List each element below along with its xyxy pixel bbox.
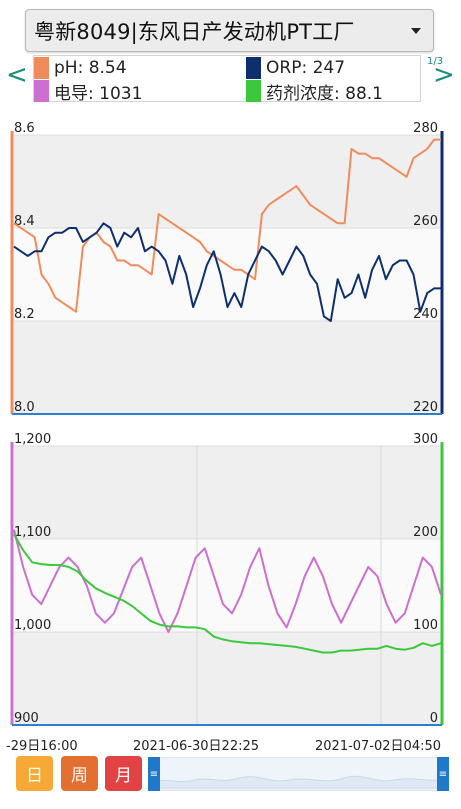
legend-item-orp: ORP: 247: [246, 57, 345, 79]
prev-page-arrow[interactable]: <: [6, 60, 28, 90]
legend-label-ph: pH: 8.54: [54, 58, 127, 78]
page-indicator: 1/3: [427, 56, 444, 67]
legend-swatch-ph: [34, 57, 49, 79]
station-select[interactable]: 粤新8049|东风日产发动机PT工厂: [25, 9, 434, 52]
plot-band: [14, 539, 441, 632]
chart-legend: pH: 8.54 ORP: 247 电导: 1031 药剂浓度: 88.1: [33, 55, 421, 104]
right-axis-tick-label: 280: [413, 121, 438, 136]
ph-orp-chart-svg: 8.6 8.4 8.2 8.0 280 260 240 220: [10, 121, 444, 415]
left-axis-tick-label: 900: [14, 711, 39, 726]
left-axis-tick-label: 8.4: [14, 214, 35, 229]
right-axis-tick-label: 260: [413, 214, 438, 229]
plot-band: [14, 135, 441, 228]
ph-orp-chart[interactable]: 8.6 8.4 8.2 8.0 280 260 240 220: [0, 108, 461, 424]
month-button[interactable]: 月: [105, 756, 142, 791]
left-axis-tick-label: 1,200: [14, 432, 51, 447]
range-navigator[interactable]: [148, 757, 449, 791]
plot-band: [14, 632, 441, 725]
series-line-ORP: [13, 222, 441, 322]
conductivity-dosing-chart-svg: 1,200 1,100 1,000 900 300 200 100 0: [10, 432, 444, 726]
legend-item-ph: pH: 8.54: [34, 57, 127, 79]
conductivity-dosing-chart[interactable]: 1,200 1,100 1,000 900 300 200 100 0: [0, 424, 461, 734]
left-axis-tick-label: 8.2: [14, 307, 35, 322]
legend-label-orp: ORP: 247: [266, 58, 346, 78]
range-handle-right[interactable]: ≡: [437, 757, 449, 791]
left-axis-tick-label: 1,100: [14, 525, 51, 540]
next-page-arrow[interactable]: >: [433, 60, 455, 90]
left-axis-tick-label: 8.6: [14, 121, 35, 136]
right-axis-tick-label: 200: [413, 525, 438, 540]
plot-band: [14, 446, 441, 539]
right-axis-tick-label: 220: [413, 400, 438, 415]
legend-swatch-orp: [246, 57, 261, 79]
legend-swatch-dosing: [246, 80, 261, 102]
left-axis-tick-label: 8.0: [14, 400, 35, 415]
legend-swatch-conductivity: [34, 80, 49, 102]
plot-band: [14, 321, 441, 414]
legend-item-dosing: 药剂浓度: 88.1: [246, 80, 383, 104]
legend-item-conductivity: 电导: 1031: [34, 80, 143, 104]
chevron-down-icon: [411, 28, 421, 34]
series-line-药剂浓度: [13, 533, 442, 654]
x-tick-label: 2021-07-02日04:50: [315, 739, 442, 754]
legend-label-dosing: 药剂浓度: 88.1: [266, 83, 383, 104]
right-axis-tick-label: 240: [413, 307, 438, 322]
range-preview-svg: [148, 775, 449, 789]
right-axis-tick-label: 0: [430, 711, 438, 726]
day-button[interactable]: 日: [16, 756, 53, 791]
left-axis-tick-label: 1,000: [14, 618, 51, 633]
series-line-pH: [13, 138, 441, 313]
right-axis-tick-label: 100: [413, 618, 438, 633]
series-line-电导: [13, 529, 442, 633]
legend-label-conductivity: 电导: 1031: [54, 83, 143, 104]
station-title: 粤新8049|东风日产发动机PT工厂: [34, 19, 355, 44]
x-tick-label: -29日16:00: [6, 739, 78, 754]
x-tick-label: 2021-06-30日22:25: [133, 739, 260, 754]
range-handle-left[interactable]: ≡: [148, 757, 160, 791]
right-axis-tick-label: 300: [413, 432, 438, 447]
week-button[interactable]: 周: [61, 756, 98, 791]
